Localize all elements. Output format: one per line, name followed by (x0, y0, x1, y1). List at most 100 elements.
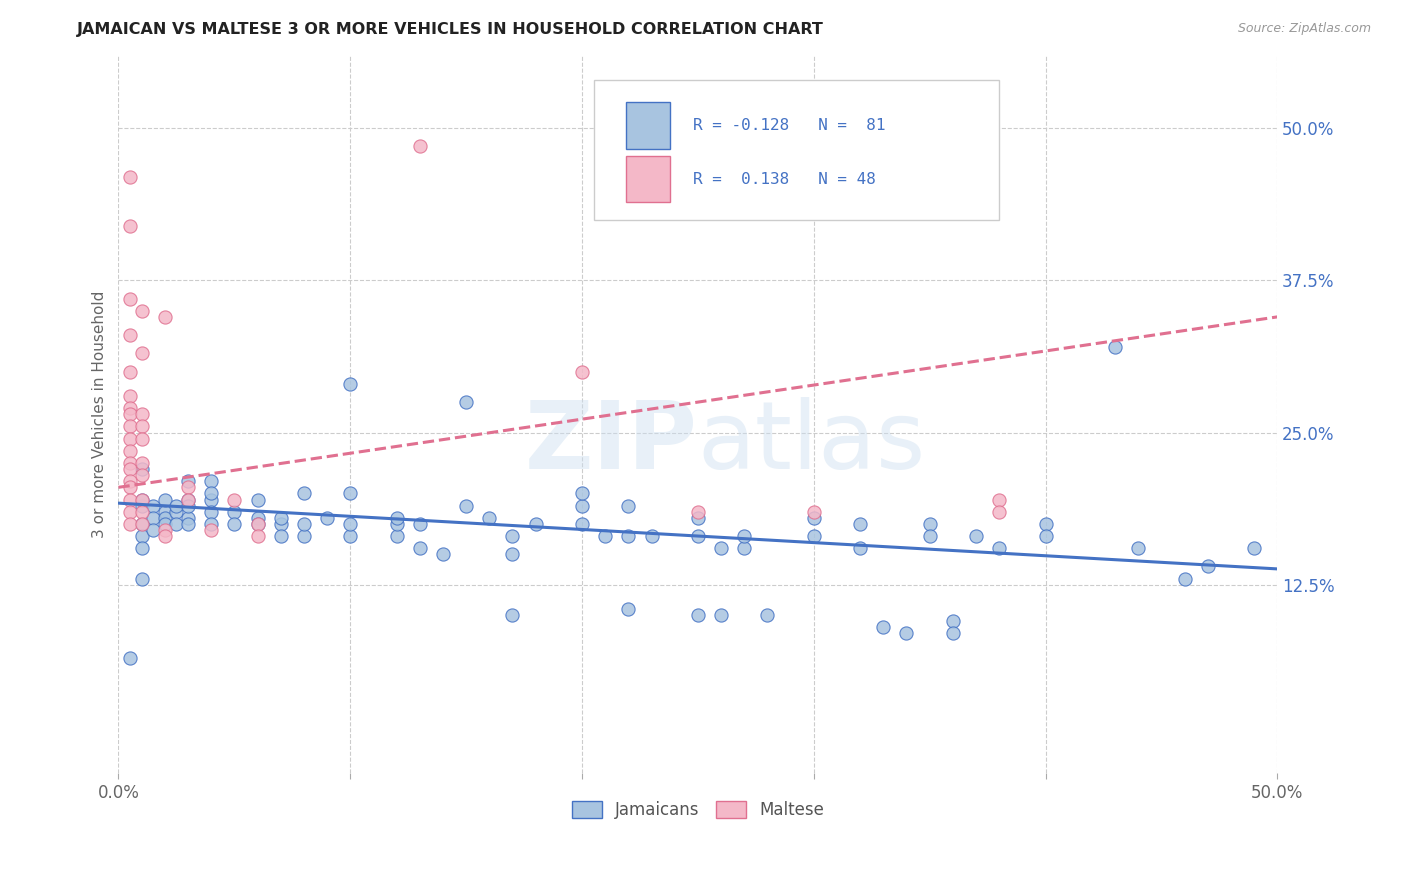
Bar (626, 102, 671, 148)
Point (200, 523, 222, 537)
Point (1104, 340, 1126, 354)
Point (292, 486, 315, 500)
Point (200, 516, 222, 531)
Point (118, 516, 141, 531)
Point (177, 499, 200, 513)
Point (165, 516, 187, 531)
Point (686, 529, 709, 543)
Point (131, 303, 153, 318)
Point (131, 516, 153, 531)
Point (131, 499, 153, 513)
Point (118, 650, 141, 665)
Point (177, 492, 200, 507)
Point (478, 510, 501, 524)
Point (131, 516, 153, 531)
Point (224, 505, 246, 519)
Point (432, 547, 454, 561)
Point (339, 529, 361, 543)
Point (131, 492, 153, 507)
Text: ZIP: ZIP (524, 397, 697, 489)
Point (131, 505, 153, 519)
Point (686, 510, 709, 524)
Point (803, 529, 825, 543)
Point (142, 510, 165, 524)
Point (409, 541, 432, 556)
Text: JAMAICAN VS MALTESE 3 OR MORE VEHICLES IN HOUSEHOLD CORRELATION CHART: JAMAICAN VS MALTESE 3 OR MORE VEHICLES I… (77, 22, 824, 37)
Point (872, 620, 894, 634)
Point (942, 614, 965, 628)
Point (142, 499, 165, 513)
Point (803, 505, 825, 519)
Point (200, 486, 222, 500)
Point (849, 541, 872, 556)
Point (571, 486, 593, 500)
Point (640, 529, 662, 543)
Point (339, 376, 361, 391)
Point (1035, 529, 1057, 543)
Point (118, 443, 141, 458)
Point (118, 462, 141, 476)
Point (270, 529, 292, 543)
Point (118, 475, 141, 489)
Point (733, 529, 755, 543)
Point (593, 529, 616, 543)
Point (292, 529, 315, 543)
Text: R = -0.128   N =  81: R = -0.128 N = 81 (693, 118, 886, 133)
Point (153, 505, 176, 519)
Point (118, 505, 141, 519)
Point (177, 480, 200, 494)
Point (153, 310, 176, 324)
Point (131, 407, 153, 421)
Point (571, 365, 593, 379)
Point (118, 480, 141, 494)
Point (756, 608, 779, 623)
Point (686, 608, 709, 623)
Point (177, 492, 200, 507)
Point (118, 401, 141, 416)
Point (131, 346, 153, 360)
Point (131, 541, 153, 556)
Point (246, 529, 269, 543)
Point (617, 529, 640, 543)
Point (617, 602, 640, 616)
Point (501, 547, 523, 561)
Point (1243, 541, 1265, 556)
Point (803, 510, 825, 524)
Point (200, 505, 222, 519)
Point (918, 529, 941, 543)
Y-axis label: 3 or more Vehicles in Household: 3 or more Vehicles in Household (93, 291, 107, 538)
Point (153, 529, 176, 543)
Point (131, 462, 153, 476)
Point (896, 626, 918, 640)
Bar (626, 156, 671, 202)
Point (270, 510, 292, 524)
Point (153, 516, 176, 531)
Point (224, 516, 246, 531)
Point (131, 468, 153, 483)
Point (131, 492, 153, 507)
Point (118, 292, 141, 306)
Point (456, 499, 478, 513)
Point (385, 516, 408, 531)
Point (153, 510, 176, 524)
Point (710, 608, 733, 623)
Point (153, 492, 176, 507)
Point (118, 389, 141, 403)
Point (118, 219, 141, 233)
Point (988, 492, 1011, 507)
Point (1197, 559, 1219, 574)
Point (849, 516, 872, 531)
Point (292, 516, 315, 531)
Point (339, 516, 361, 531)
Point (988, 505, 1011, 519)
Point (501, 608, 523, 623)
Point (142, 523, 165, 537)
Point (165, 505, 187, 519)
Point (571, 516, 593, 531)
Legend: Jamaicans, Maltese: Jamaicans, Maltese (565, 795, 831, 826)
Point (1128, 541, 1150, 556)
Point (316, 510, 339, 524)
Point (131, 572, 153, 586)
Point (200, 475, 222, 489)
Point (177, 510, 200, 524)
